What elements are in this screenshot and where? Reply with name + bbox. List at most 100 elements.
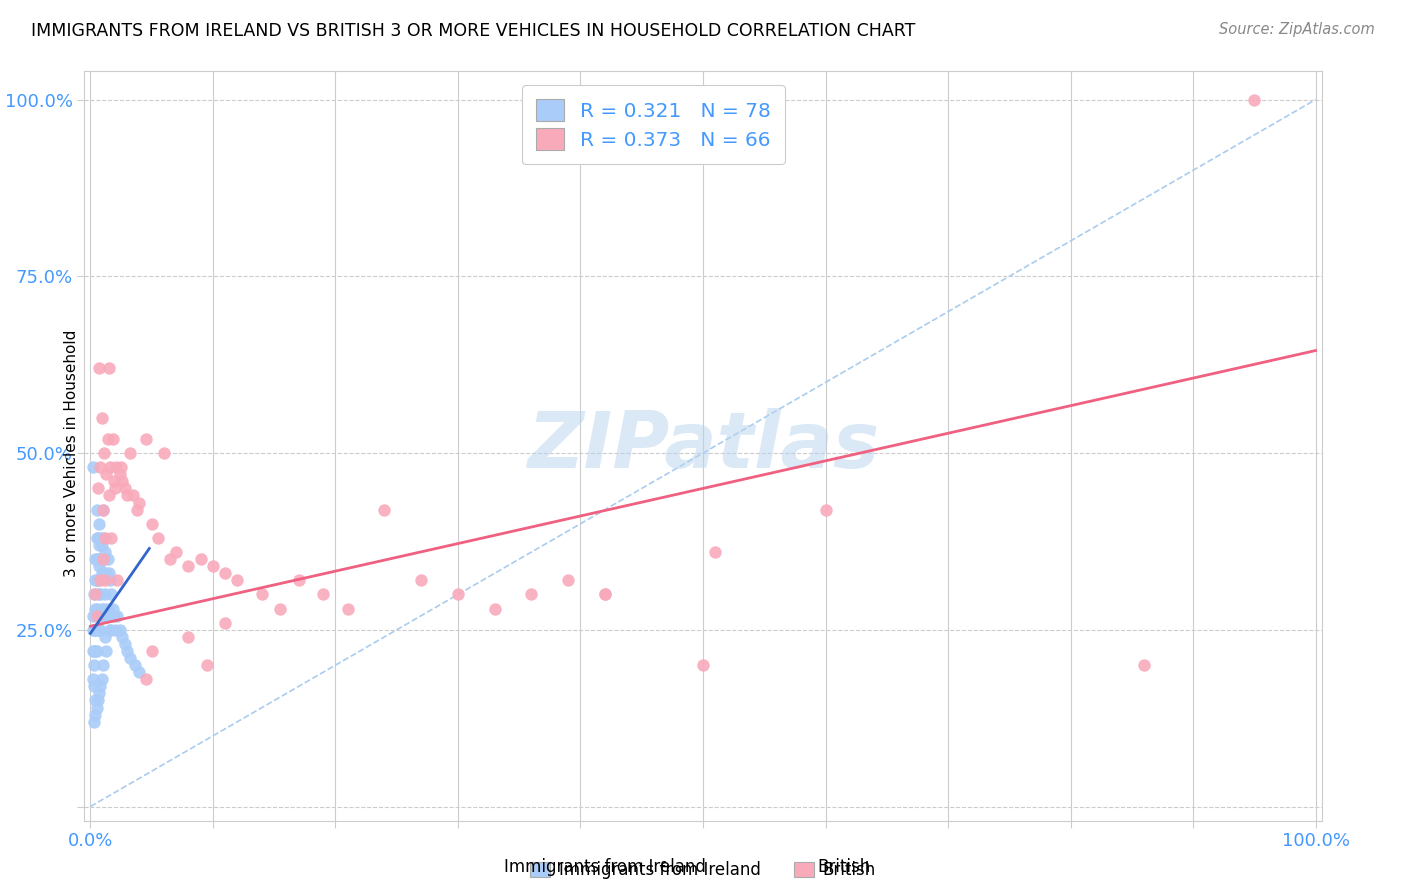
Point — [87, 608, 110, 623]
Point — [89, 587, 111, 601]
Point — [87, 574, 110, 588]
Point — [177, 630, 200, 644]
Point — [87, 516, 110, 531]
Point — [87, 587, 110, 601]
Point — [82, 673, 104, 687]
Point — [520, 587, 543, 601]
Point — [115, 488, 138, 502]
Point — [89, 531, 111, 545]
Point — [214, 566, 236, 581]
Point — [93, 552, 115, 566]
Point — [90, 410, 112, 425]
Point — [128, 495, 150, 509]
Point — [195, 658, 218, 673]
Point — [111, 475, 134, 489]
Point — [373, 502, 395, 516]
Point — [83, 658, 105, 673]
Point — [91, 531, 114, 545]
Point — [84, 601, 107, 615]
Point — [122, 488, 145, 502]
Point — [83, 679, 105, 693]
Point — [125, 502, 148, 516]
Point — [84, 693, 107, 707]
Point — [108, 467, 131, 482]
Point — [82, 608, 104, 623]
Point — [226, 574, 249, 588]
Point — [107, 574, 129, 588]
Point — [98, 623, 121, 637]
Point — [105, 460, 128, 475]
Point — [86, 531, 108, 545]
Point — [90, 601, 112, 615]
Point — [336, 601, 359, 615]
Point — [557, 574, 579, 588]
Point — [97, 601, 120, 615]
Point — [83, 587, 105, 601]
Point — [103, 608, 125, 623]
Point — [86, 601, 108, 615]
Point — [87, 623, 110, 637]
Point — [94, 574, 117, 588]
Point — [704, 545, 727, 559]
Point — [165, 545, 187, 559]
Point — [94, 545, 117, 559]
Point — [93, 601, 115, 615]
Point — [114, 482, 136, 496]
Point — [214, 615, 236, 630]
Point — [103, 475, 125, 489]
Point — [87, 361, 110, 376]
Point — [91, 566, 114, 581]
Text: British: British — [817, 858, 870, 876]
Point — [153, 446, 176, 460]
Point — [447, 587, 470, 601]
Point — [312, 587, 335, 601]
Point — [97, 432, 120, 446]
Text: Immigrants from Ireland: Immigrants from Ireland — [503, 858, 706, 876]
Point — [146, 531, 169, 545]
Point — [177, 559, 200, 574]
Point — [97, 608, 120, 623]
Point — [84, 707, 107, 722]
Point — [84, 623, 107, 637]
Point — [287, 574, 309, 588]
Point — [84, 644, 107, 658]
Point — [98, 574, 121, 588]
Point — [97, 552, 120, 566]
Point — [86, 608, 108, 623]
Point — [100, 587, 122, 601]
Point — [411, 574, 433, 588]
Point — [83, 644, 105, 658]
Point — [89, 623, 111, 637]
Point — [1243, 93, 1265, 107]
Point — [97, 488, 120, 502]
Point — [97, 361, 120, 376]
Point — [104, 482, 127, 496]
Point — [89, 679, 111, 693]
Point — [107, 608, 129, 623]
Point — [87, 559, 110, 574]
Point — [87, 482, 110, 496]
Point — [104, 623, 127, 637]
Point — [83, 714, 105, 729]
Point — [86, 574, 108, 588]
Point — [87, 552, 110, 566]
Point — [89, 460, 111, 475]
Point — [87, 538, 110, 552]
Point — [89, 552, 111, 566]
Point — [96, 467, 118, 482]
Text: IMMIGRANTS FROM IRELAND VS BRITISH 3 OR MORE VEHICLES IN HOUSEHOLD CORRELATION C: IMMIGRANTS FROM IRELAND VS BRITISH 3 OR … — [31, 22, 915, 40]
Point — [593, 587, 616, 601]
Point — [98, 623, 121, 637]
Point — [269, 601, 291, 615]
Point — [159, 552, 181, 566]
Point — [91, 502, 114, 516]
Point — [97, 566, 120, 581]
Point — [84, 574, 107, 588]
Point — [110, 460, 132, 475]
Point — [89, 574, 111, 588]
Point — [135, 432, 157, 446]
Point — [82, 460, 104, 475]
Point — [96, 608, 118, 623]
Point — [94, 630, 117, 644]
Point — [692, 658, 714, 673]
